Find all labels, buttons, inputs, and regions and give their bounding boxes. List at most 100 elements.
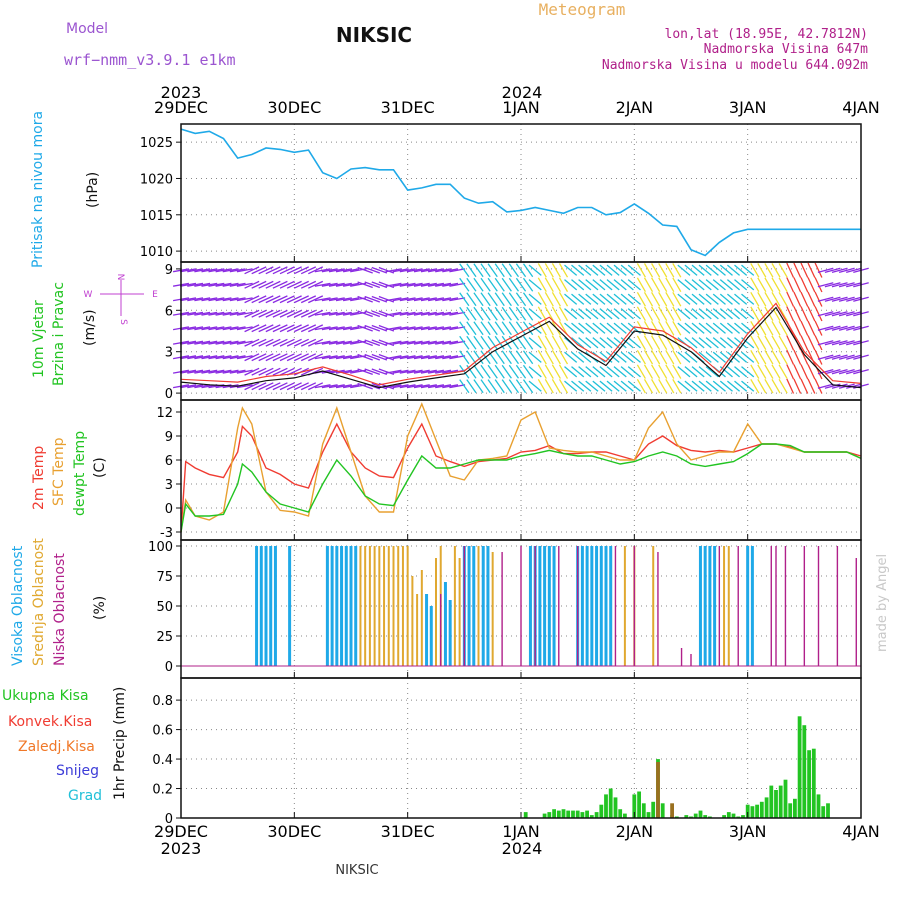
wind-arrow <box>293 353 309 362</box>
wind-arrow <box>750 277 760 293</box>
wind-arrow <box>592 293 606 305</box>
wind-arrow <box>442 268 459 273</box>
wind-arrow <box>558 291 569 307</box>
wind-arrows <box>172 262 869 394</box>
wind-arrow <box>571 279 585 291</box>
wind-arrow <box>244 324 260 333</box>
wind-arrow <box>537 263 547 278</box>
wind-arrow <box>357 353 373 361</box>
wind-arrow <box>328 340 345 345</box>
wind-arrow <box>420 282 437 287</box>
wind-arrow <box>494 321 505 336</box>
wind-arrow <box>719 308 733 320</box>
wind-arrow <box>244 280 260 289</box>
wind-arrow <box>571 293 585 305</box>
wind-arrow <box>606 308 620 320</box>
elevation-label: Nadmorska Visina 647m <box>704 42 869 57</box>
wind-arrow <box>771 263 781 278</box>
wind-arrow <box>236 340 253 345</box>
wind-arrow <box>244 382 260 391</box>
wind-arrow <box>420 326 437 331</box>
wind-arrow <box>838 325 855 331</box>
wind-arrow <box>314 326 331 331</box>
wind-arrow <box>442 311 459 316</box>
wind-arrow <box>522 379 534 394</box>
wind-arrow <box>814 277 823 293</box>
precip-bar-total <box>764 797 769 818</box>
wind-arrow <box>286 266 302 275</box>
wind-arrow <box>459 263 470 278</box>
y-tick-label: 25 <box>156 630 173 645</box>
wind-arrow <box>180 326 197 331</box>
wind-arrow <box>719 322 733 334</box>
wind-arrow <box>726 308 741 320</box>
wind-arrow <box>321 297 338 302</box>
y-tick-label: 1015 <box>140 209 173 224</box>
wind-arrow <box>651 364 661 379</box>
wind-arrow <box>846 282 862 288</box>
wind-arrow <box>658 291 668 307</box>
wind-arrow <box>636 349 646 365</box>
wind-arrow <box>793 262 802 278</box>
wind-arrow <box>279 309 295 318</box>
wind-arrow <box>537 291 547 307</box>
wind-arrow <box>420 268 437 273</box>
precip-bar-total <box>594 812 599 818</box>
wind-arrow <box>643 378 654 394</box>
wind-arrow <box>537 306 547 322</box>
wind-arrow <box>831 311 848 317</box>
wind-arrow <box>244 353 260 362</box>
wind-arrow <box>286 309 302 318</box>
wind-arrow <box>620 322 634 334</box>
wind-arrow <box>824 267 841 274</box>
wind-arrow <box>757 291 767 307</box>
wind-arrow <box>551 291 561 307</box>
wind-arrow <box>208 340 225 345</box>
wind-arrow <box>201 311 218 316</box>
wind-arrow <box>459 277 470 292</box>
wind-arrow <box>406 340 423 345</box>
wind-arrow <box>251 367 267 376</box>
wind-arrow <box>480 277 491 292</box>
wind-arrow <box>757 364 767 379</box>
wind-arrow <box>705 264 719 276</box>
wind-arrow <box>599 308 613 320</box>
wind-arrow <box>508 350 520 365</box>
bottom-tick-labels: 29DEC 30DEC 31DEC 1JAN 2JAN 3JAN 4JAN <box>154 822 880 841</box>
wind-arrow <box>636 291 646 307</box>
wind-arrow <box>771 364 781 379</box>
wind-arrow <box>726 293 741 305</box>
wind-arrow <box>208 268 225 273</box>
wind-arrow <box>793 364 802 380</box>
wind-arrow <box>750 349 760 365</box>
precip-bar-total <box>778 785 783 818</box>
wind-arrow <box>551 364 561 379</box>
wind-arrow <box>691 322 705 334</box>
wind-arrow <box>435 282 452 287</box>
wind-arrow <box>814 306 823 322</box>
wind-arrow <box>194 311 211 316</box>
wind-arrow <box>599 366 613 378</box>
bottom-tick-label: 31DEC <box>381 822 435 841</box>
wind-arrow <box>229 369 246 374</box>
wind-arrow <box>194 369 211 374</box>
wind-arrow <box>831 340 848 346</box>
wind-arrow <box>328 326 345 331</box>
wind-arrow <box>599 279 613 291</box>
wind-arrow <box>427 297 445 302</box>
wind-arrow <box>487 277 498 292</box>
wind-arrow <box>449 355 466 360</box>
wind-arrow <box>357 382 373 390</box>
footer-station: NIKSIC <box>335 863 378 878</box>
precip-bar-total <box>741 815 745 818</box>
wind-arrow <box>599 322 613 334</box>
wind-arrow <box>406 355 423 360</box>
wind-arrow <box>279 353 295 362</box>
precip-bar-total <box>585 810 589 818</box>
wind-arrow <box>473 379 484 394</box>
wind-arrow <box>684 337 698 349</box>
wind-arrow <box>480 306 491 321</box>
wind-arrow <box>508 263 520 278</box>
wind-arrow <box>300 266 317 275</box>
wind-arrow <box>236 311 253 316</box>
